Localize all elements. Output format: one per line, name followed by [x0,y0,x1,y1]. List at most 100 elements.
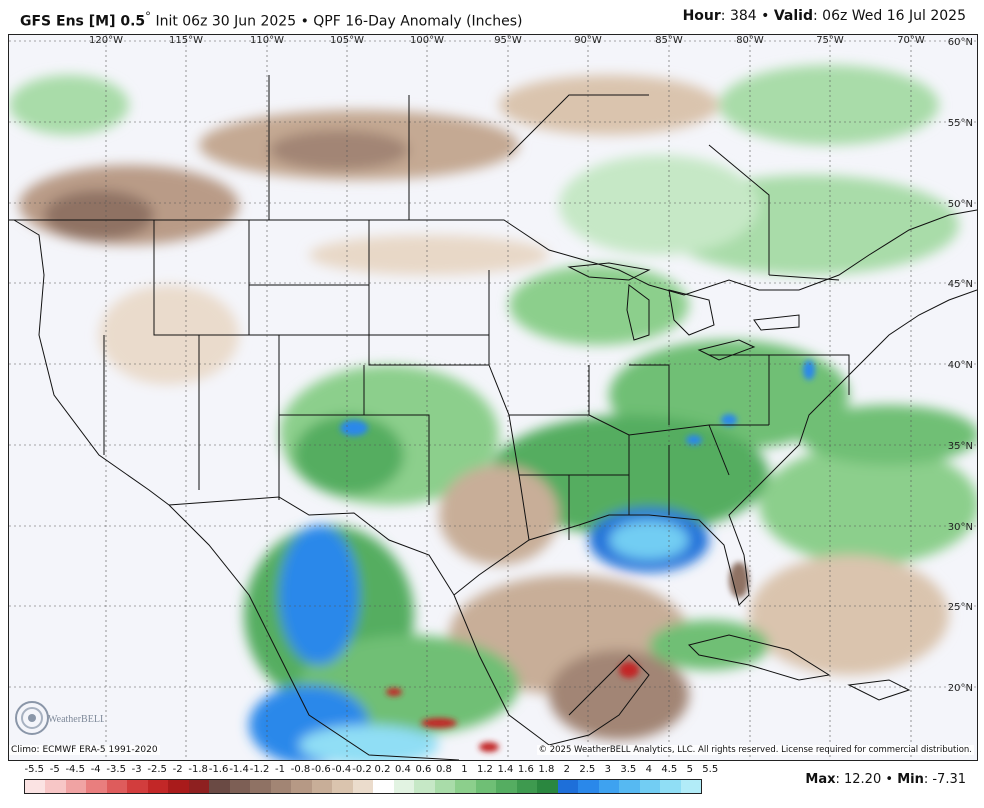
legend-tick-label: -0.2 [352,764,372,775]
separator-bullet-2: • [761,8,770,24]
legend-swatch [188,780,210,793]
legend-tick-label: -1.2 [249,764,270,775]
legend-tick-label: -4.5 [65,764,85,775]
legend-tick-label: -1.4 [229,764,249,775]
great-lakes [567,262,800,361]
legend-swatch [352,780,374,793]
lat-label: 50°N [948,199,973,210]
legend-colorbar [24,779,702,794]
valid-label: Valid [773,8,813,24]
lat-label: 35°N [948,441,973,452]
legend-tick-labels: -5.5 -5 -4.5 -4 -3.5 -3 -2.5 -2 -1.8 -1.6 -1.4 -1.2… [20,764,718,778]
legend-tick-label: 0.2 [374,764,391,775]
lon-label: 115°W [169,35,203,46]
legend-swatch [86,780,107,793]
legend-tick-label: -5 [49,764,60,775]
legend-tick-label: 1.2 [476,764,493,775]
weatherbell-logo: WeatherBELL [15,701,104,735]
legend-swatch [496,780,517,793]
legend-swatch [65,780,87,793]
legend-swatch [270,780,292,793]
degree-sign: ° [145,9,151,23]
lon-label: 70°W [897,35,925,46]
legend-tick-label: 3 [604,764,611,775]
legend-swatch [250,780,271,793]
legend-swatch [127,780,148,793]
legend-tick-label: -1.6 [208,764,229,775]
graticule [9,35,977,760]
lat-label: 45°N [948,279,973,290]
separator-bullet-3: • [885,772,894,787]
legend-tick-label: 4 [645,764,652,775]
latitude-labels: 60°N 55°N 50°N 45°N 40°N 35°N 30°N 25°N … [948,37,973,694]
valid-value: : 06z Wed 16 Jul 2025 [813,8,966,24]
legend-swatch [660,780,681,793]
title-left: GFS Ens [M] 0.5° Init 06z 30 Jun 2025 • … [20,0,522,38]
legend-tick-label: -3 [131,764,142,775]
lon-label: 85°W [655,35,683,46]
map-panel: 120°W 115°W 110°W 105°W 100°W 95°W 90°W … [8,34,978,761]
legend-tick-label: 5 [686,764,693,775]
legend-swatch [106,780,128,793]
legend-swatch [209,780,230,793]
model-name: GFS Ens [M] 0.5 [20,13,146,30]
lon-label: 110°W [250,35,284,46]
legend-tick-label: 1.4 [497,764,514,775]
hour-value: : 384 [720,8,757,24]
legend-swatch [537,780,558,793]
lon-label: 120°W [89,35,123,46]
copyright-note: © 2025 WeatherBELL Analytics, LLC. All r… [536,745,974,755]
legend-tick-label: 0.8 [435,764,452,775]
legend-swatch [598,780,620,793]
legend-swatch [45,780,66,793]
legend-swatch [311,780,333,793]
legend-swatch [455,780,476,793]
legend-tick-label: 0.4 [395,764,411,775]
legend-tick-label: -1.8 [188,764,208,775]
legend-tick-label: -0.4 [331,764,352,775]
lat-label: 60°N [948,37,973,48]
legend-tick-label: 1.8 [538,764,555,775]
title-right: Hour: 384 • Valid: 06z Wed 16 Jul 2025 [683,0,966,32]
legend-swatch [680,780,701,793]
legend-tick-label: 2 [563,764,571,775]
legend-tick-label: 4.5 [661,764,678,775]
lon-label: 100°W [410,35,444,46]
legend-tick-label: -5.5 [24,764,44,775]
legend-swatch [578,780,599,793]
legend-swatch [557,780,579,793]
logo-text: WeatherBELL [48,714,104,725]
legend-swatch [168,780,189,793]
legend-tick-label: -0.8 [290,764,311,775]
max-label: Max [805,772,836,787]
legend-swatch [619,780,640,793]
legend-swatch [147,780,169,793]
legend-tick-label: -0.6 [311,764,331,775]
lat-label: 30°N [948,522,973,533]
legend-swatch [414,780,435,793]
legend-swatch [332,780,353,793]
legend-tick-label: 3.5 [620,764,637,775]
legend-swatch [516,780,538,793]
legend-tick-label: -3.5 [106,764,126,775]
lon-label: 90°W [574,35,602,46]
lat-label: 25°N [948,602,973,613]
lon-label: 75°W [816,35,844,46]
legend-swatch [434,780,456,793]
anomaly-spots [340,360,815,752]
legend-swatch [373,780,394,793]
legend-swatch [475,780,497,793]
lon-label: 80°W [736,35,764,46]
init-time: Init 06z 30 Jun 2025 [155,13,297,30]
political-boundaries [9,75,977,760]
legend-tick-label: -2.5 [147,764,167,775]
legend-tick-label: -2 [172,764,183,775]
min-value: : -7.31 [923,772,966,787]
product-name: QPF 16-Day Anomaly (Inches) [313,13,523,30]
legend-tick-label: 0.6 [415,764,432,775]
title-bar: GFS Ens [M] 0.5° Init 06z 30 Jun 2025 • … [0,0,984,32]
hour-label: Hour [682,8,721,24]
legend-swatch [229,780,251,793]
max-value: : 12.20 [835,772,882,787]
lon-label: 95°W [494,35,522,46]
